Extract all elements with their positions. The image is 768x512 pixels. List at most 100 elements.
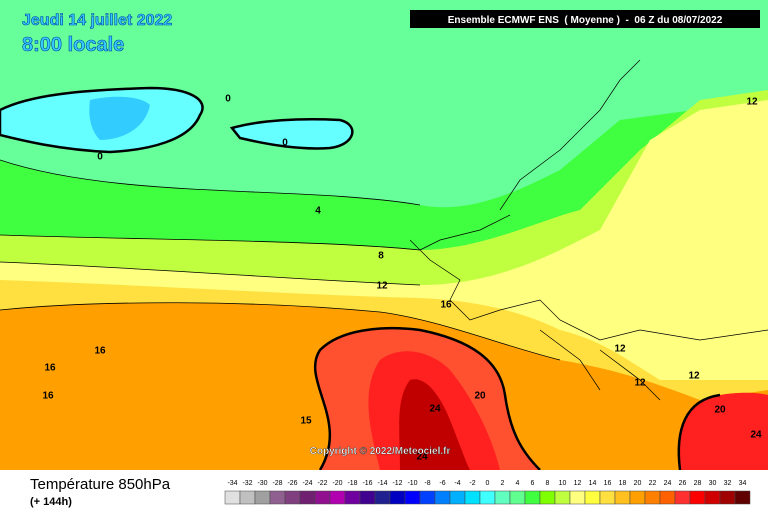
legend-swatch	[464, 490, 481, 505]
legend-swatch	[719, 490, 736, 505]
legend-label: 26	[679, 480, 687, 487]
copyright: Copyright © 2022/Meteociel.fr	[310, 446, 451, 457]
model-box	[410, 10, 760, 28]
legend-swatch	[254, 490, 271, 505]
contour-label: 0	[97, 152, 103, 163]
contour-label: 20	[474, 391, 486, 402]
legend-label: 18	[619, 480, 627, 487]
legend-swatch	[434, 490, 451, 505]
legend-label: -2	[469, 480, 475, 487]
legend-swatch	[299, 490, 316, 505]
legend-label: -6	[439, 480, 445, 487]
legend-label: 8	[546, 480, 550, 487]
legend-label: 24	[664, 480, 672, 487]
contour-24	[313, 326, 541, 471]
legend-label: 30	[709, 480, 717, 487]
legend-swatch	[659, 490, 676, 505]
legend-label: -18	[347, 480, 357, 487]
contour-label: 8	[378, 251, 384, 262]
cold-pool-iceland	[229, 118, 354, 150]
contour-label: 12	[746, 97, 758, 108]
legend-label: 0	[486, 480, 490, 487]
legend-swatch	[344, 490, 361, 505]
legend-swatch	[644, 490, 661, 505]
footer-title: Température 850hPa	[30, 476, 171, 493]
contour-label: 16	[94, 346, 106, 357]
legend-label: -30	[257, 480, 267, 487]
legend-swatch	[449, 490, 466, 505]
contour-label: 12	[634, 378, 646, 389]
contour-label: 24	[429, 404, 441, 415]
legend-label: -20	[332, 480, 342, 487]
legend-swatch	[494, 490, 511, 505]
legend-swatch	[704, 490, 721, 505]
legend-swatch	[224, 490, 241, 505]
legend-label: -10	[407, 480, 417, 487]
time: 8:00 locale	[22, 34, 124, 56]
legend-label: 14	[589, 480, 597, 487]
legend-swatch	[539, 490, 556, 505]
legend-swatch	[479, 490, 496, 505]
legend-swatch	[374, 490, 391, 505]
date: Jeudi 14 juillet 2022	[22, 12, 172, 29]
isotherms	[0, 159, 561, 361]
legend-label: -34	[227, 480, 237, 487]
legend-swatch	[599, 490, 616, 505]
legend-label: 4	[516, 480, 520, 487]
legend-swatch	[239, 490, 256, 505]
legend-label: -4	[454, 480, 460, 487]
legend-label: -14	[377, 480, 387, 487]
legend-label: -32	[242, 480, 252, 487]
map	[0, 0, 768, 471]
legend-label: 28	[694, 480, 702, 487]
legend-swatch	[554, 490, 571, 505]
legend-swatch	[524, 490, 541, 505]
contour-label: 12	[614, 344, 626, 355]
legend-label: 10	[559, 480, 567, 487]
legend-swatch	[419, 490, 436, 505]
legend-label: 6	[531, 480, 535, 487]
legend-label: 12	[574, 480, 582, 487]
legend-label: 32	[724, 480, 732, 487]
footer-lead: (+ 144h)	[30, 496, 72, 508]
model-info: Ensemble ECMWF ENS ( Moyenne ) - 06 Z du…	[448, 15, 723, 26]
legend-swatch	[359, 490, 376, 505]
legend-swatch	[584, 490, 601, 505]
legend-swatch	[674, 490, 691, 505]
legend-label: -16	[362, 480, 372, 487]
legend-label: -8	[424, 480, 430, 487]
contour-label: 24	[750, 430, 762, 441]
legend-label: -26	[287, 480, 297, 487]
legend: -34 -32 -30 -28 -26 -24 -22 -20 -18 -16 -14 -12 -10-…	[224, 480, 751, 505]
contour-label: 15	[300, 416, 312, 427]
legend-swatch	[389, 490, 406, 505]
band-east	[678, 392, 768, 470]
cold-core	[89, 96, 150, 140]
contour-label: 12	[376, 281, 388, 292]
legend-swatch	[509, 490, 526, 505]
legend-label: -12	[392, 480, 402, 487]
legend-swatch	[329, 490, 346, 505]
legend-swatch	[734, 490, 751, 505]
contour-labels: 0 0 0 4 8 12 16 16 16 16 12 12 12 12 20 …	[42, 94, 762, 463]
legend-label: 16	[604, 480, 612, 487]
legend-label: 34	[739, 480, 747, 487]
legend-swatch	[569, 490, 586, 505]
contour-label: 20	[714, 405, 726, 416]
legend-swatch	[614, 490, 631, 505]
contour-label: 16	[44, 363, 56, 374]
legend-label: -24	[302, 480, 312, 487]
contour-24-east	[677, 393, 721, 471]
legend-swatch	[689, 490, 706, 505]
contour-label: 0	[282, 138, 288, 149]
legend-swatch	[284, 490, 301, 505]
contour-label: 4	[315, 206, 321, 217]
contour-label: 16	[42, 391, 54, 402]
legend-label: 22	[649, 480, 657, 487]
legend-label: 2	[501, 480, 505, 487]
legend-swatch	[404, 490, 421, 505]
contour-label: 24	[416, 452, 428, 463]
contour-label: 0	[225, 94, 231, 105]
